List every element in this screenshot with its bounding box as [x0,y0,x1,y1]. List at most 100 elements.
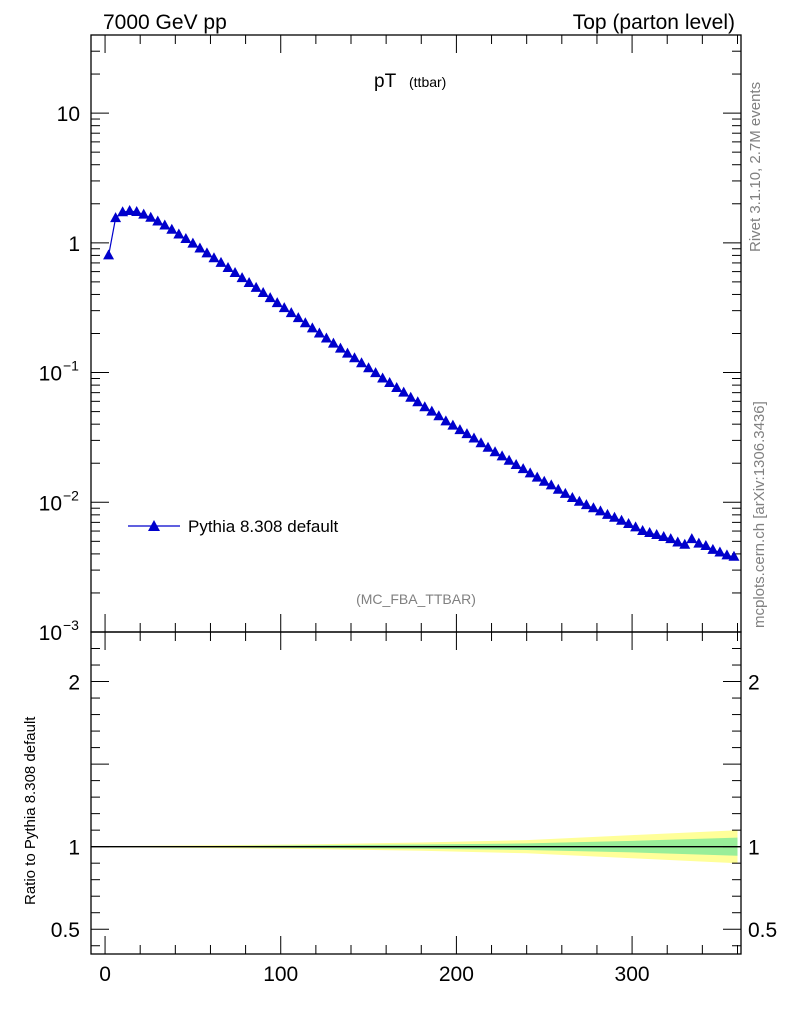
data-point [145,211,157,222]
data-point [313,327,325,338]
data-point [306,322,318,333]
data-point [201,247,213,258]
data-point [475,437,487,448]
data-point [707,543,719,554]
mcplots-label: mcplots.cern.ch [arXiv:1306.3436] [751,401,768,628]
data-point [510,458,522,469]
data-point [496,450,508,461]
ratio-ytick-label-right: 0.5 [748,919,777,942]
data-point [341,347,353,358]
data-point [454,424,466,435]
data-point [292,312,304,323]
header-left: 7000 GeV pp [103,11,227,34]
data-point [616,514,628,525]
data-point [194,242,206,253]
data-point [124,204,136,215]
data-point [384,377,396,388]
ratio-ytick-label: 1 [68,837,80,860]
data-point [180,233,192,244]
ratio-ytick-label-right: 1 [748,837,760,860]
data-point [412,396,424,407]
data-point [714,546,726,557]
xtick-label: 0 [99,963,111,986]
data-point [285,307,297,318]
data-point [637,525,649,536]
data-point [665,533,677,544]
data-point [517,463,529,474]
data-point [398,386,410,397]
data-point [489,446,501,457]
ratio-frame [90,631,742,955]
data-point [243,277,255,288]
main-ytick-label: 10 [39,622,62,645]
legend-marker [148,520,160,531]
data-point [559,487,571,498]
data-point [229,267,241,278]
legend-label: Pythia 8.308 default [188,517,339,536]
data-point [440,415,452,426]
data-point [433,410,445,421]
data-point [580,499,592,510]
data-point [264,292,276,303]
xtick-label: 300 [615,963,650,986]
data-point [524,467,536,478]
data-point [672,536,684,547]
data-point [609,511,621,522]
data-point [320,332,332,343]
data-point [594,505,606,516]
ratio-ticks: 2 2 1 1 0.5 0.5 0 100 200 300 [51,632,777,986]
data-point [658,530,670,541]
legend: Pythia 8.308 default [128,517,339,536]
data-point [138,208,150,219]
data-point [531,471,543,482]
ratio-ytick-label-right: 2 [748,672,760,695]
series-line [108,210,735,558]
main-series [103,204,740,561]
data-point [405,391,417,402]
data-point [103,249,115,260]
data-point [215,256,227,267]
ratio-ytick-label: 2 [68,672,80,695]
data-point [419,401,431,412]
data-point [222,261,234,272]
ratio-panel: 2 2 1 1 0.5 0.5 0 100 200 300 Ratio to Pythia 8.3… [22,631,777,986]
data-point [538,475,550,486]
data-point [503,454,515,465]
data-point [623,518,635,529]
main-ytick-exponent: −3 [63,617,79,633]
data-point [278,302,290,313]
data-point [426,405,438,416]
data-point [327,337,339,348]
data-point [236,272,248,283]
data-point [187,237,199,248]
data-point [651,528,663,539]
data-point [482,441,494,452]
xtick-label: 100 [263,963,298,986]
main-ytick-label: 10 [57,103,80,126]
data-point [587,502,599,513]
data-point [159,219,171,230]
data-point [257,287,269,298]
main-title-sub: (ttbar) [409,74,446,90]
data-point [363,362,375,373]
data-point [721,549,733,560]
ratio-ytick-label: 0.5 [51,919,80,942]
data-point [334,342,346,353]
data-point [356,357,368,368]
data-point [566,491,578,502]
data-point [349,352,361,363]
data-point [700,540,712,551]
header-right: Top (parton level) [573,11,735,34]
main-ytick-label: 10 [39,492,62,515]
data-point [271,297,283,308]
data-point [686,533,698,544]
data-point [250,281,262,292]
data-point [166,223,178,234]
data-point [693,537,705,548]
data-point [447,419,459,430]
analysis-label: (MC_FBA_TTBAR) [356,591,476,607]
main-ytick-label: 10 [39,363,62,386]
